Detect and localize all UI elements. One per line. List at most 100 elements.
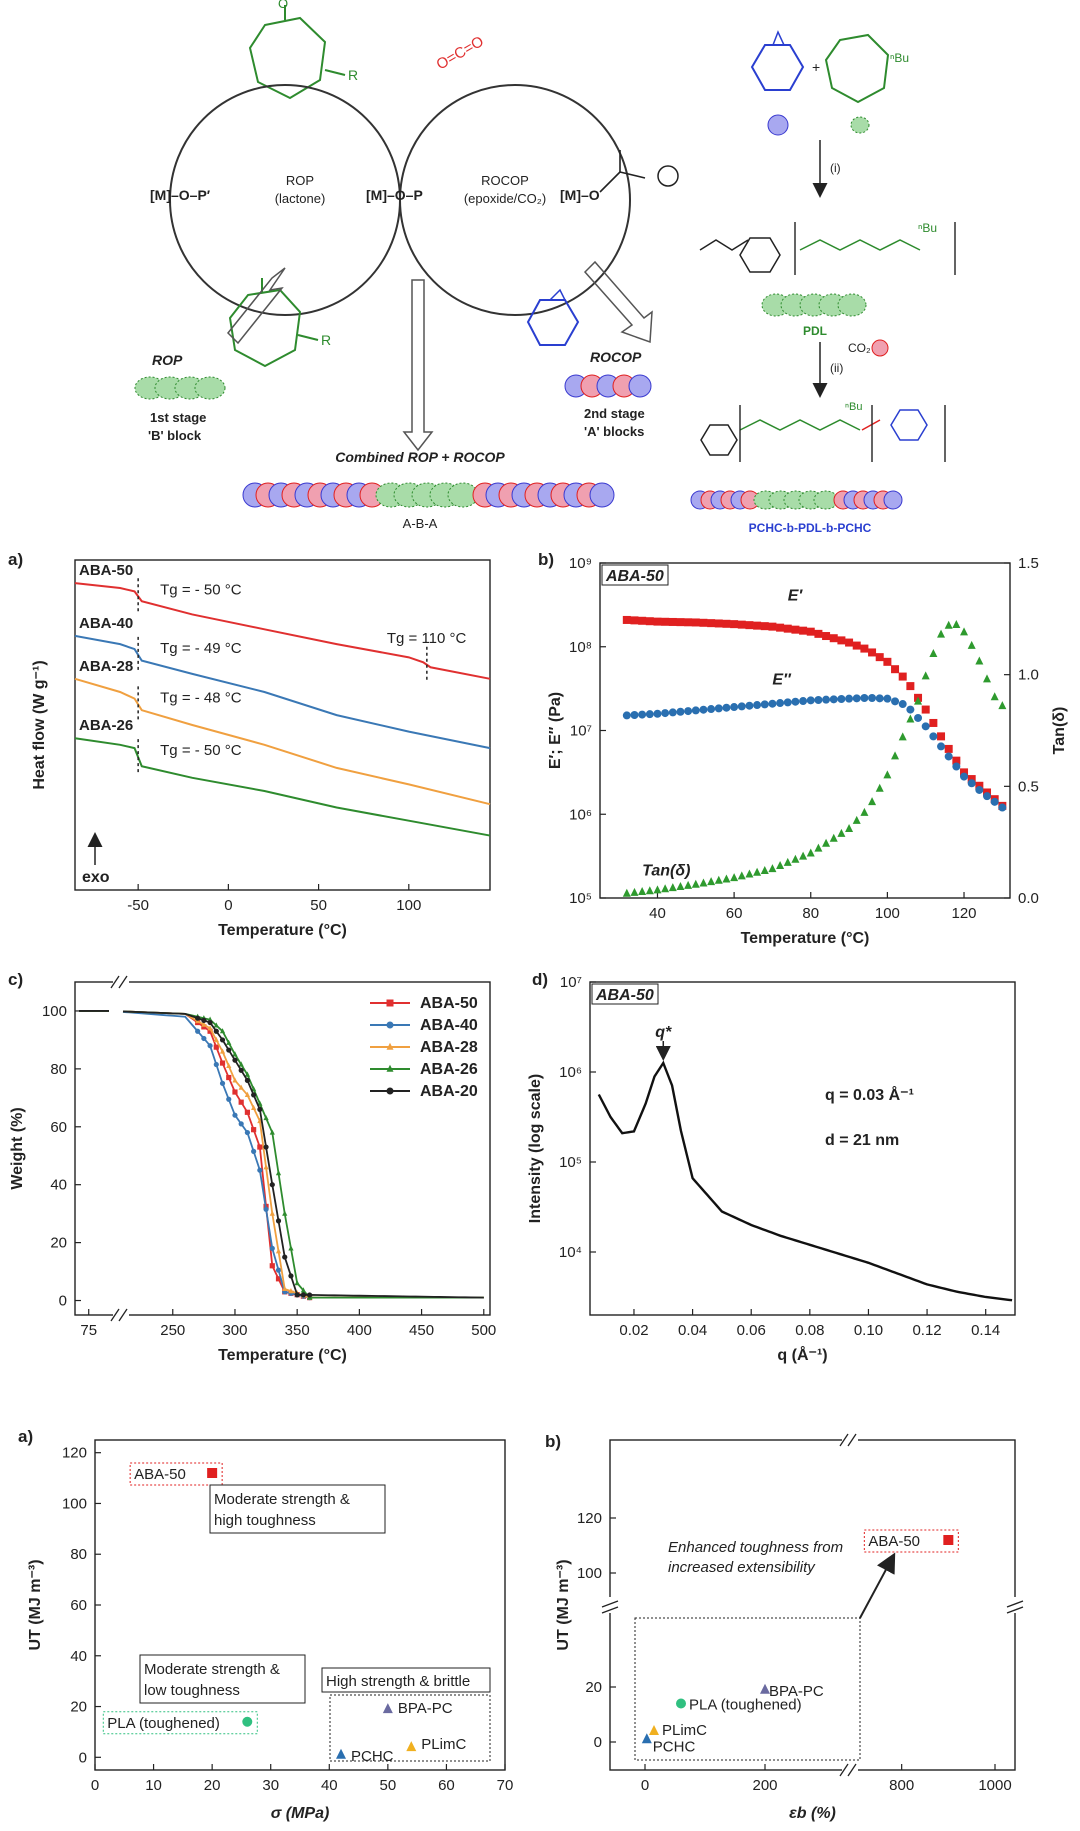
data-point <box>676 882 685 891</box>
data-point <box>806 696 815 705</box>
data-point <box>822 838 831 847</box>
data-point <box>294 1280 300 1286</box>
y-axis-label: Intensity (log scale) <box>527 1074 544 1223</box>
y-tick-label: 10⁷ <box>570 723 592 740</box>
series-label: E″ <box>772 671 792 688</box>
sample-label: ABA-50 <box>605 568 664 585</box>
dma-chart: 40 60 80 100 120 10⁵ 10⁶ 10⁷ 10⁸ 10⁹ 0.0 0.5 1.0 1.5 T… <box>547 555 1068 947</box>
data-point <box>288 1273 294 1279</box>
reaction-scheme: O R ROP (lactone) ROCOP (epoxide/CO₂) [M… <box>134 0 956 535</box>
data-point <box>921 705 930 714</box>
data-point <box>275 1267 282 1273</box>
y-tick-label: 10⁵ <box>559 1154 582 1171</box>
y2-tick-label: 1.0 <box>1018 667 1039 684</box>
data-point <box>829 634 838 643</box>
data-point <box>668 883 677 892</box>
data-point <box>875 694 884 703</box>
data-point <box>699 705 708 714</box>
axis-break <box>118 975 128 989</box>
rocop-cycle <box>399 84 631 316</box>
data-point-PCHC <box>336 1748 346 1759</box>
epoxide-molecule <box>526 288 580 346</box>
data-point-ABA-50 <box>207 1468 218 1478</box>
rocop-subtitle: (epoxide/CO₂) <box>464 191 546 206</box>
panel-label-b: b) <box>538 550 554 569</box>
y-tick-label: 60 <box>50 1119 67 1136</box>
data-point <box>661 884 670 893</box>
lactone-molecule-bottom: R <box>228 278 331 368</box>
y2-tick-label: 0.5 <box>1018 778 1039 795</box>
data-point <box>226 1047 232 1053</box>
data-point <box>630 887 639 896</box>
data-point <box>975 781 984 790</box>
series-line-ABA-26 <box>74 737 491 837</box>
y-tick-label: 10⁶ <box>559 1064 582 1081</box>
data-point <box>263 1164 269 1170</box>
data-point <box>232 1057 238 1063</box>
data-point <box>845 823 854 832</box>
data-point <box>760 622 769 631</box>
data-point <box>269 1263 275 1269</box>
data-point-PLA (toughened) <box>676 1698 686 1709</box>
stage2-label: 2nd stage <box>584 406 645 421</box>
tg-label: Tg = - 50 °C <box>160 742 242 759</box>
panel-label-b2: b) <box>545 1432 561 1451</box>
data-point <box>891 697 900 706</box>
data-point <box>238 1061 244 1067</box>
data-point <box>684 618 693 627</box>
tg-label: Tg = - 50 °C <box>160 581 242 598</box>
note-text: High strength & brittle <box>326 1673 470 1690</box>
data-point <box>645 617 654 626</box>
r-group-label: R <box>348 67 358 83</box>
data-point <box>263 1144 269 1150</box>
y-tick-label: 40 <box>70 1648 87 1665</box>
data-point <box>760 865 769 874</box>
plot-frame <box>74 559 491 891</box>
lactone-molecule-top: O R <box>248 0 358 100</box>
data-point <box>906 705 915 714</box>
x-axis-label: q (Å⁻¹) <box>777 1345 827 1364</box>
rop-italic-label: ROP <box>152 352 183 368</box>
data-point <box>737 871 746 880</box>
data-point <box>707 705 716 714</box>
data-point <box>944 744 953 753</box>
trend-arrow <box>859 1552 896 1619</box>
y-axis-label: UT (MJ m⁻³) <box>27 1559 44 1650</box>
data-point <box>952 756 961 765</box>
pchc-block-right <box>564 374 652 398</box>
rocop-italic-label: ROCOP <box>590 349 642 365</box>
y-tick-label: 20 <box>70 1699 87 1716</box>
x-axis-label: Temperature (°C) <box>741 930 870 947</box>
data-point <box>207 1043 213 1049</box>
data-point <box>244 1091 251 1098</box>
data-point <box>860 694 869 703</box>
step-ii-label: (ii) <box>830 361 843 375</box>
legend-label: ABA-28 <box>420 1039 478 1056</box>
data-point <box>684 880 693 889</box>
x-tick-label: 450 <box>409 1322 434 1339</box>
saxs-chart: 0.02 0.04 0.06 0.08 0.10 0.12 0.14 10⁴ 10⁵ 10⁶ 10⁷… <box>527 974 1016 1364</box>
data-point <box>668 708 677 717</box>
data-point <box>852 641 861 650</box>
data-point <box>990 692 999 701</box>
data-point <box>906 682 915 691</box>
data-point <box>875 783 884 792</box>
data-point <box>638 710 647 719</box>
data-point <box>937 732 946 741</box>
data-point <box>722 703 731 712</box>
y2-tick-label: 0.0 <box>1018 890 1039 907</box>
label-box <box>863 1529 959 1553</box>
data-point <box>898 732 907 741</box>
data-point <box>822 632 831 641</box>
data-point <box>269 1182 275 1188</box>
y-tick-label: 80 <box>50 1061 67 1078</box>
data-point-PCHC <box>641 1733 652 1744</box>
legend-marker <box>386 1064 394 1072</box>
data-point <box>875 653 884 662</box>
data-point <box>898 700 907 709</box>
y-tick-label: 40 <box>50 1177 67 1194</box>
stage1-label: 1st stage <box>150 410 206 425</box>
note-text: high toughness <box>214 1512 316 1529</box>
data-point <box>707 877 716 886</box>
data-point <box>630 711 639 720</box>
